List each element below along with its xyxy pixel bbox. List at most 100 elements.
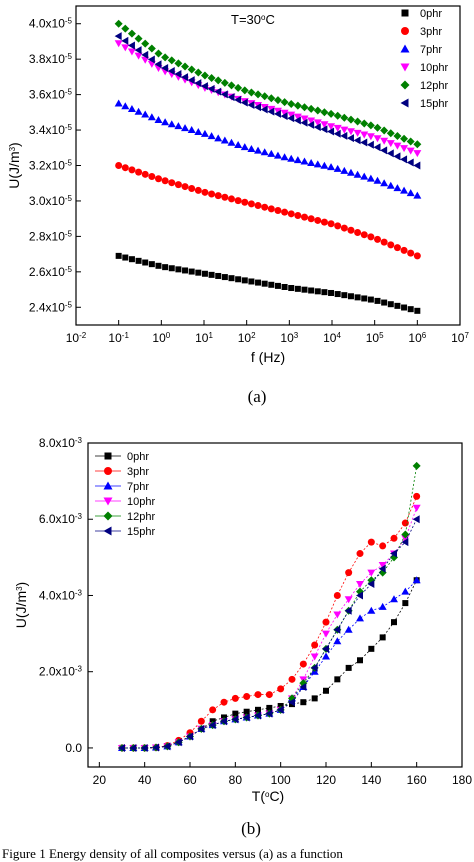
data-point [288, 285, 295, 292]
data-point [194, 68, 203, 77]
data-point [228, 275, 235, 282]
data-point [287, 210, 295, 218]
legend-label-7phr: 7phr [420, 44, 442, 56]
data-point [274, 282, 281, 289]
data-point [360, 138, 368, 147]
data-point [235, 276, 242, 283]
data-point [406, 189, 415, 197]
x-axis-label-b: T(oC) [252, 788, 284, 804]
data-point [280, 112, 288, 121]
panel-a-label: (a) [248, 387, 267, 406]
data-point [261, 280, 268, 287]
data-point [380, 146, 388, 155]
data-point [135, 168, 143, 176]
axis-ticks-b: 20 40 60 80 100 120 140 160 180 0.0 2.0x10-3 4.0x10… [39, 436, 472, 788]
data-point [393, 142, 402, 150]
data-point [361, 295, 368, 302]
legend-marker-0phr [104, 452, 112, 460]
data-point [208, 190, 216, 198]
data-point [307, 158, 316, 166]
data-point [333, 164, 342, 172]
data-point [391, 619, 397, 626]
series-7phr [118, 576, 421, 751]
data-point [254, 711, 261, 720]
data-point [360, 131, 369, 139]
data-point [322, 652, 330, 660]
data-point [299, 660, 307, 668]
series-12phr [114, 19, 422, 149]
data-point [154, 49, 163, 58]
data-point [307, 104, 316, 113]
data-point [121, 36, 129, 45]
data-point [161, 63, 169, 72]
legend-marker-0phr [401, 9, 409, 17]
data-point [393, 244, 401, 252]
data-point [240, 98, 248, 107]
data-point [231, 715, 239, 724]
data-point [267, 149, 276, 157]
x-tick-label: 106 [408, 331, 426, 346]
data-point [413, 140, 422, 149]
data-point [353, 136, 361, 145]
y-tick-label: 3.0x10-5 [29, 193, 73, 208]
data-point [333, 637, 342, 645]
data-point [267, 94, 276, 103]
x-tick-label: 160 [407, 773, 427, 787]
data-point [134, 52, 143, 60]
data-point [140, 743, 148, 752]
data-point [220, 698, 228, 706]
data-point [122, 254, 129, 261]
data-point [401, 587, 410, 595]
data-point [254, 202, 262, 210]
legend-label-0phr: 0phr [127, 451, 149, 463]
data-point [241, 277, 248, 284]
data-point [373, 176, 382, 184]
data-point [227, 138, 236, 146]
data-point [366, 133, 375, 141]
data-point [154, 175, 162, 183]
data-point [356, 614, 364, 622]
data-point [413, 150, 422, 158]
data-point [407, 306, 414, 313]
series-line [122, 579, 417, 749]
data-point [267, 205, 275, 213]
data-point [114, 40, 123, 48]
legend-marker-7phr [400, 44, 410, 53]
data-point [340, 113, 349, 122]
data-point [280, 153, 289, 161]
legend-b: 0phr 3phr 7phr 10phr 12phr 15phr [95, 451, 155, 538]
data-point [379, 542, 387, 550]
data-point [354, 228, 362, 236]
data-point [300, 157, 309, 165]
data-point [155, 262, 162, 269]
legend-label-3phr: 3phr [127, 466, 149, 478]
y-axis-label-a: U(J/m3) [6, 142, 22, 188]
data-point [406, 158, 414, 167]
data-point [220, 717, 227, 726]
data-point [320, 161, 329, 169]
data-point [174, 738, 182, 747]
data-point [344, 606, 352, 615]
data-point [227, 81, 236, 90]
data-point [194, 127, 203, 135]
data-point [260, 148, 269, 156]
data-point [174, 181, 182, 189]
data-point [414, 307, 421, 314]
series-7phr [114, 99, 422, 199]
data-point [242, 713, 250, 722]
data-point [220, 78, 229, 87]
data-point [401, 535, 410, 543]
data-point [301, 286, 308, 293]
legend-marker-12phr [103, 511, 113, 521]
data-point [147, 55, 155, 64]
panel-b-label: (b) [241, 819, 261, 838]
y-tick-label: 2.4x10-5 [29, 300, 73, 315]
data-point [401, 538, 409, 547]
data-point [334, 676, 341, 683]
legend-marker-15phr [400, 98, 409, 108]
y-tick-label: 0.0 [65, 741, 82, 755]
data-point [248, 278, 255, 285]
data-point [121, 102, 130, 110]
data-point [280, 98, 289, 107]
data-point [234, 197, 242, 205]
